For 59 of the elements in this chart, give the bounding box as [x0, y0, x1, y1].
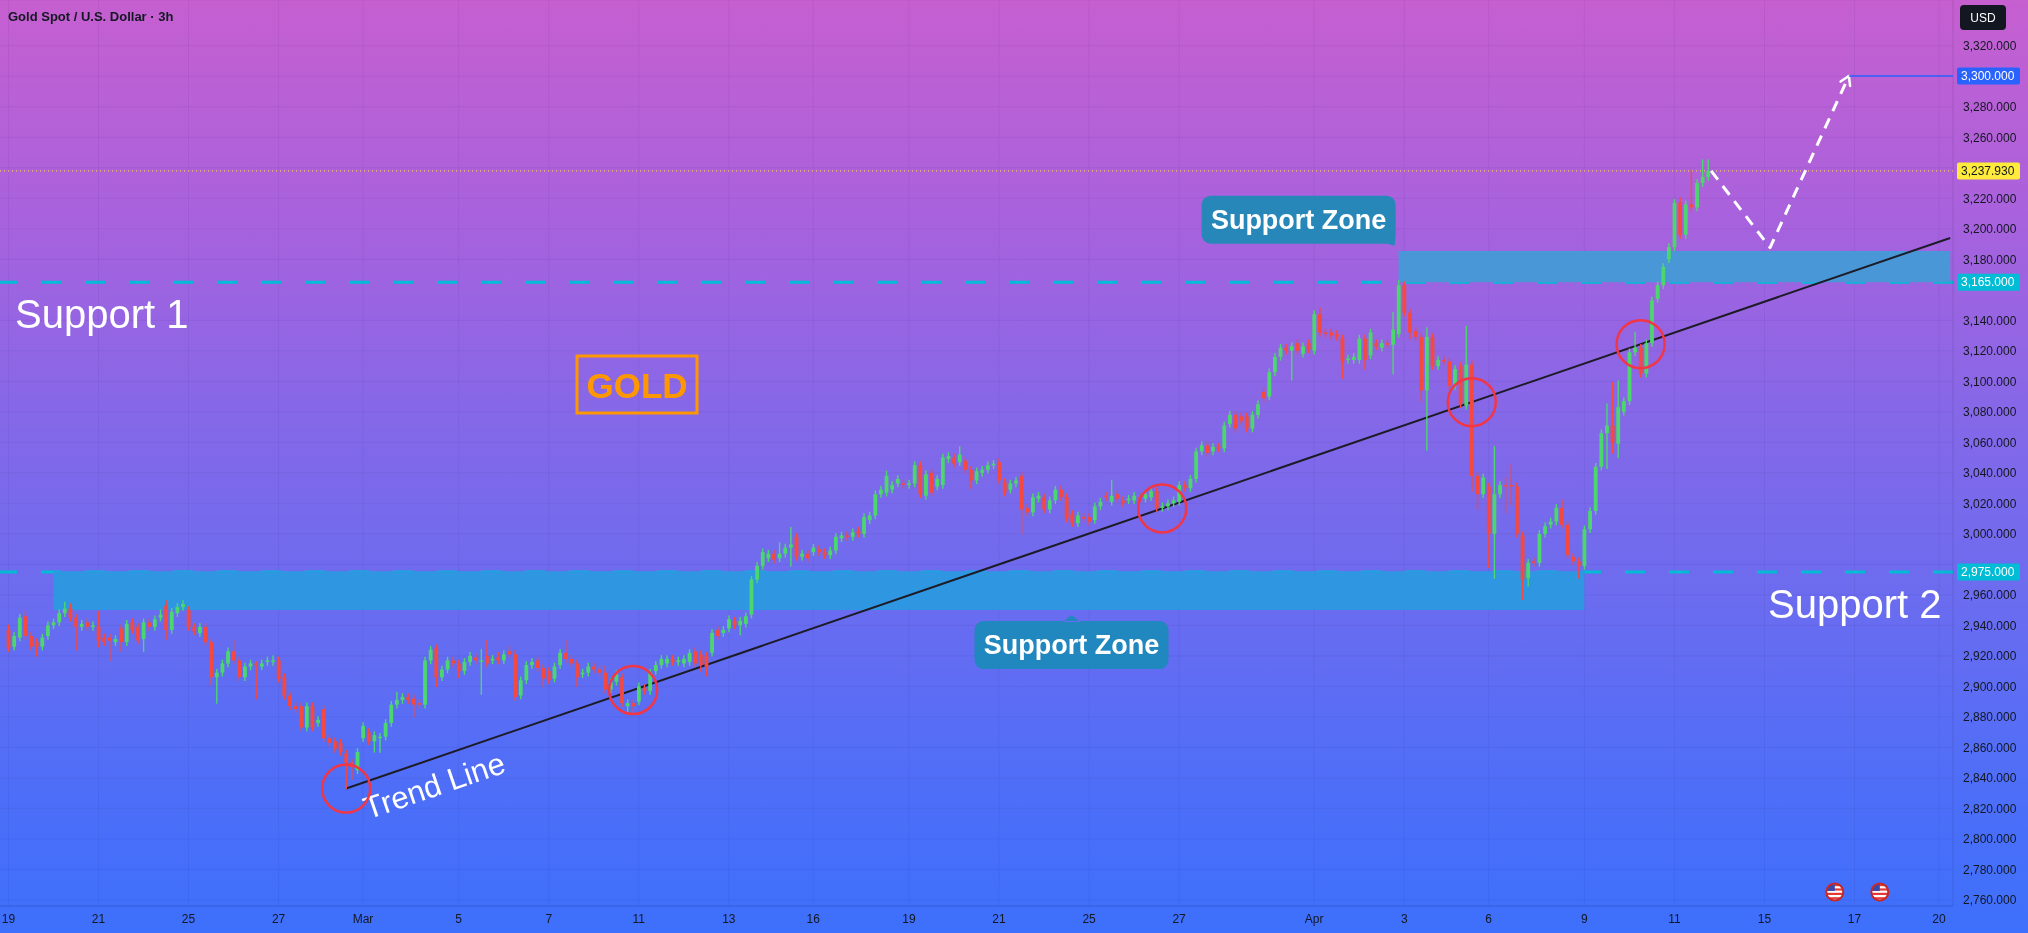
text: Trend Line: [359, 745, 510, 827]
y-tick-label: 3,000.000: [1963, 527, 2017, 542]
y-tick-label: 3,140.000: [1963, 313, 2017, 328]
x-tick-label: 5: [455, 911, 463, 926]
y-tick-label: 3,320.000: [1963, 39, 2017, 54]
x-tick-label: Mar: [352, 911, 374, 926]
x-tick-label: 9: [1581, 911, 1589, 926]
x-tick-label: 25: [1082, 911, 1097, 926]
x-tick-label: 19: [902, 911, 916, 926]
text: 3,300.000: [1961, 69, 2015, 83]
y-tick-label: 2,940.000: [1963, 618, 2017, 633]
y-tick-label: 2,840.000: [1963, 771, 2017, 786]
x-tick-label: 19: [1, 911, 16, 926]
ref-line-label: 3,165.000: [1961, 275, 2015, 290]
x-tick-label: 11: [632, 911, 646, 926]
y-tick-label: 3,260.000: [1963, 130, 2017, 145]
x-tick-label: 27: [271, 911, 286, 926]
x-tick-label: 20: [1932, 911, 1946, 926]
y-tick-label: 3,180.000: [1963, 252, 2017, 267]
x-tick-label: 17: [1847, 911, 1862, 926]
text: Gold Spot / U.S. Dollar · 3h: [8, 9, 174, 24]
y-tick-label: 3,040.000: [1963, 466, 2017, 481]
ref-line-label: 3,237.930: [1961, 163, 2015, 178]
y-tick-label: 2,900.000: [1963, 679, 2017, 694]
y-tick-label: 2,780.000: [1963, 862, 2017, 877]
x-tick-label: 27: [1172, 911, 1187, 926]
y-axis-title: USD: [1970, 10, 1996, 25]
y-tick-label: 3,280.000: [1963, 100, 2017, 115]
y-tick-label: 2,800.000: [1963, 832, 2017, 847]
y-tick-label: 2,960.000: [1963, 588, 2017, 603]
y-tick-label: 3,100.000: [1963, 374, 2017, 389]
series-label: Support Zone: [1210, 204, 1387, 235]
ref-line-label: 2,975.000: [1961, 564, 2015, 579]
y-tick-label: 3,020.000: [1963, 496, 2017, 511]
x-tick-label: 11: [1668, 911, 1681, 926]
annotation: Support 1: [15, 292, 189, 337]
y-tick-label: 2,760.000: [1963, 893, 2017, 908]
x-tick-label: 7: [545, 911, 553, 926]
x-tick-label: 21: [992, 911, 1007, 926]
y-tick-label: 2,880.000: [1963, 710, 2017, 725]
y-tick-label: 3,200.000: [1963, 222, 2017, 237]
annotation: GOLD: [586, 366, 688, 405]
x-tick-label: Apr: [1304, 911, 1324, 926]
x-tick-label: 6: [1485, 911, 1493, 926]
y-tick-label: 3,220.000: [1963, 191, 2017, 206]
y-tick-label: 3,080.000: [1963, 405, 2017, 420]
annotation: Support 2: [1768, 581, 1942, 626]
text: Support Zone: [983, 630, 1160, 661]
x-tick-label: 3: [1400, 911, 1408, 926]
x-tick-label: 16: [806, 911, 821, 926]
y-tick-label: 3,120.000: [1963, 344, 2017, 359]
y-tick-label: 2,920.000: [1963, 649, 2017, 664]
x-tick-label: 21: [91, 911, 106, 926]
y-tick-label: 2,860.000: [1963, 740, 2017, 755]
y-tick-label: 3,060.000: [1963, 435, 2017, 450]
x-tick-label: 15: [1757, 911, 1772, 926]
x-tick-label: 25: [181, 911, 196, 926]
x-tick-label: 13: [722, 911, 736, 926]
y-tick-label: 2,820.000: [1963, 801, 2017, 816]
